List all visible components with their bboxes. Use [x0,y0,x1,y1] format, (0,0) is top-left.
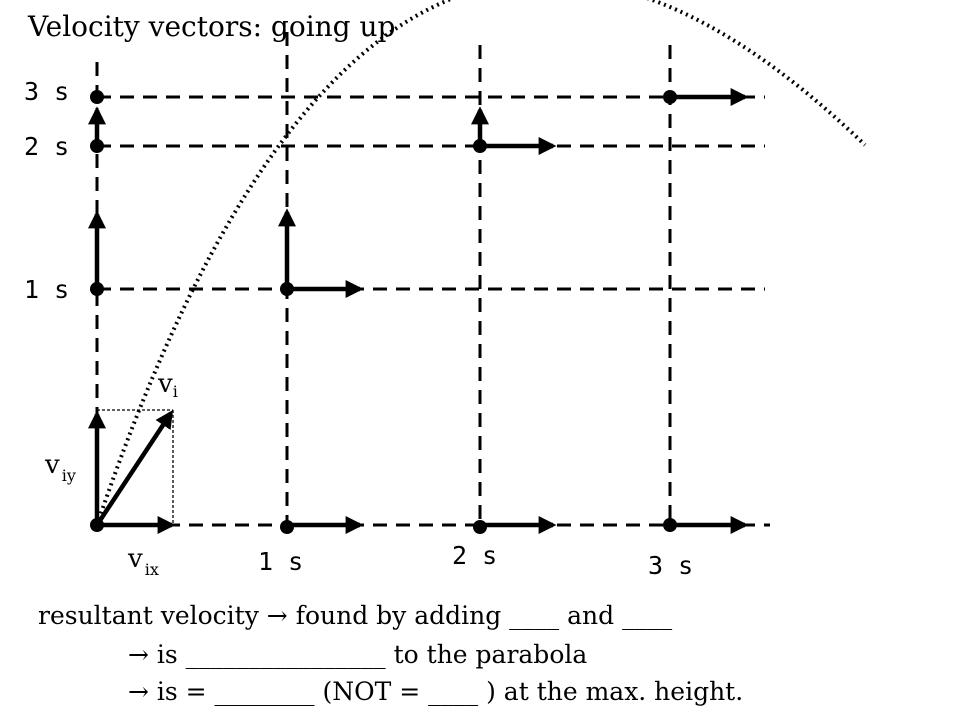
time-label-horizontal-3s: 3 s [648,551,693,580]
parabola-trajectory [95,0,867,526]
note-line-2: → is ________________ to the parabola [128,640,587,669]
position-dot-2s [473,139,487,153]
time-label-vertical-1s: 1 s [24,275,69,304]
position-dots [90,90,677,534]
vix-label-sub: ix [145,560,159,579]
vix-label: v ix [127,544,159,579]
position-dot-vertical-2s [90,139,104,153]
position-dot-vertical-3s [90,90,104,104]
viy-label-base: v [44,450,60,480]
time-label-horizontal-2s: 2 s [452,541,497,570]
position-dot-origin [90,518,104,532]
velocity-vectors [88,88,749,534]
dashed-grid [95,32,770,527]
time-label-vertical-2s: 2 s [24,132,69,161]
time-label-vertical-3s: 3 s [24,77,69,106]
note-line-3: → is = ________ (NOT = ____ ) at the max… [128,677,743,706]
diagram-title: Velocity vectors: going up [27,10,395,43]
vi-label-sub: i [173,382,178,401]
position-dot-horizontal-3s [663,518,677,532]
position-dot-3s [663,90,677,104]
viy-label: v iy [44,450,76,485]
position-dot-vertical-1s [90,282,104,296]
viy-label-sub: iy [62,466,76,485]
vi-arrow [95,409,173,527]
time-label-horizontal-1s: 1 s [258,547,303,576]
position-dot-1s [280,282,294,296]
position-dot-horizontal-1s [280,520,294,534]
vix-label-base: v [127,544,143,574]
vi-label-base: v [157,369,173,399]
component-rectangle [97,409,174,525]
position-dot-horizontal-2s [473,520,487,534]
vi-label: vi [157,369,178,401]
note-line-1: resultant velocity → found by adding ___… [38,601,673,630]
